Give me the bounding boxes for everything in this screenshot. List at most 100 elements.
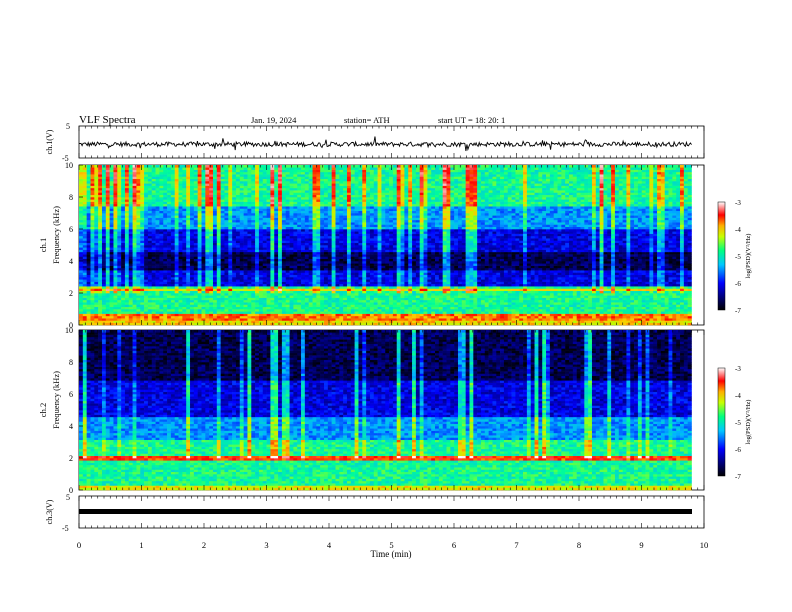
- spectrogram-cell: [473, 270, 477, 273]
- spectrogram-cell: [431, 320, 435, 323]
- spectrogram-cell: [561, 304, 565, 307]
- spectrogram-cell: [657, 286, 661, 289]
- spectrogram-cell: [167, 288, 171, 291]
- spectrogram-cell: [489, 293, 493, 296]
- spectrogram-cell: [600, 288, 604, 291]
- spectrogram-cell: [512, 286, 516, 289]
- spectrogram-cell: [592, 320, 596, 323]
- spectrogram-cell: [649, 272, 653, 275]
- spectrogram-cell: [443, 300, 447, 303]
- spectrogram-cell: [431, 311, 435, 314]
- spectrogram-cell: [313, 295, 317, 298]
- spectrogram-cell: [263, 270, 267, 273]
- spectrogram-cell: [381, 270, 385, 273]
- spectrogram-cell: [626, 316, 630, 319]
- spectrogram-cell: [508, 261, 512, 264]
- spectrogram-cell: [351, 284, 355, 287]
- spectrogram-cell: [661, 307, 665, 310]
- spectrogram-cell: [328, 254, 332, 257]
- spectrogram-cell: [259, 282, 263, 285]
- spectrogram-cell: [657, 314, 661, 317]
- spectrogram-cell: [431, 270, 435, 273]
- spectrogram-cell: [259, 270, 263, 273]
- spectrogram-cell: [125, 272, 129, 275]
- spectrogram-cell: [125, 254, 129, 257]
- spectrogram-cell: [133, 323, 137, 326]
- spectrogram-cell: [113, 266, 117, 269]
- spectrogram-cell: [623, 272, 627, 275]
- spectrogram-cell: [224, 261, 228, 264]
- spectrogram-cell: [301, 304, 305, 307]
- spectrogram-cell: [274, 284, 278, 287]
- spectrogram-cell: [676, 291, 680, 294]
- spectrogram-cell: [646, 284, 650, 287]
- spectrogram-cell: [669, 254, 673, 257]
- spectrogram-cell: [255, 254, 259, 257]
- spectrogram-cell: [90, 309, 94, 312]
- spectrogram-cell: [443, 282, 447, 285]
- spectrogram-cell: [259, 256, 263, 259]
- spectrogram-cell: [267, 256, 271, 259]
- spectrogram-cell: [404, 291, 408, 294]
- spectrogram-cell: [324, 284, 328, 287]
- spectrogram-cell: [519, 293, 523, 296]
- spectrogram-cell: [113, 259, 117, 262]
- spectrogram-cell: [519, 316, 523, 319]
- spectrogram-cell: [427, 293, 431, 296]
- spectrogram-cell: [431, 307, 435, 310]
- spectrogram-cell: [646, 293, 650, 296]
- spectrogram-cell: [397, 259, 401, 262]
- spectrogram-cell: [649, 254, 653, 257]
- spectrogram-cell: [600, 300, 604, 303]
- spectrogram-cell: [466, 263, 470, 266]
- spectrogram-cell: [129, 291, 133, 294]
- spectrogram-cell: [481, 323, 485, 326]
- spectrogram-cell: [646, 277, 650, 280]
- spectrogram-cell: [676, 263, 680, 266]
- spectrogram-cell: [385, 272, 389, 275]
- spectrogram-cell: [496, 309, 500, 312]
- spectrogram-cell: [580, 288, 584, 291]
- spectrogram-cell: [205, 320, 209, 323]
- spectrogram-cell: [274, 259, 278, 262]
- spectrogram-cell: [477, 261, 481, 264]
- spectrogram-cell: [286, 320, 290, 323]
- spectrogram-cell: [102, 302, 106, 305]
- spectrogram-cell: [588, 288, 592, 291]
- spectrogram-cell: [401, 295, 405, 298]
- spectrogram-cell: [102, 304, 106, 307]
- spectrogram-cell: [634, 307, 638, 310]
- spectrogram-cell: [600, 263, 604, 266]
- spectrogram-cell: [431, 254, 435, 257]
- spectrogram-cell: [638, 295, 642, 298]
- spectrogram-cell: [512, 275, 516, 278]
- spectrogram-cell: [565, 261, 569, 264]
- spectrogram-cell: [102, 316, 106, 319]
- spectrogram-cell: [611, 291, 615, 294]
- spectrogram-cell: [496, 288, 500, 291]
- spectrogram-cell: [439, 323, 443, 326]
- spectrogram-cell: [596, 288, 600, 291]
- spectrogram-cell: [159, 298, 163, 301]
- spectrogram-cell: [558, 316, 562, 319]
- spectrogram-cell: [607, 302, 611, 305]
- spectrogram-cell: [504, 307, 508, 310]
- spectrogram-cell: [267, 263, 271, 266]
- spectrogram-cell: [577, 254, 581, 257]
- spectrogram-cell: [102, 284, 106, 287]
- spectrogram-cell: [90, 288, 94, 291]
- spectrogram-cell: [224, 298, 228, 301]
- spectrogram-cell: [385, 256, 389, 259]
- spectrogram-cell: [684, 277, 688, 280]
- spectrogram-cell: [366, 314, 370, 317]
- spectrogram-cell: [588, 279, 592, 282]
- spectrogram-cell: [623, 293, 627, 296]
- ch1-spectrogram-panel: 0246810 ch.1 Frequency (kHz) -3-4-5-6-7 …: [38, 161, 752, 330]
- spectrogram-cell: [519, 302, 523, 305]
- spectrogram-cell: [688, 282, 692, 285]
- spectrogram-cell: [542, 268, 546, 271]
- spectrogram-cell: [339, 298, 343, 301]
- spectrogram-cell: [274, 254, 278, 257]
- spectrogram-cell: [221, 307, 225, 310]
- spectrogram-cell: [205, 256, 209, 259]
